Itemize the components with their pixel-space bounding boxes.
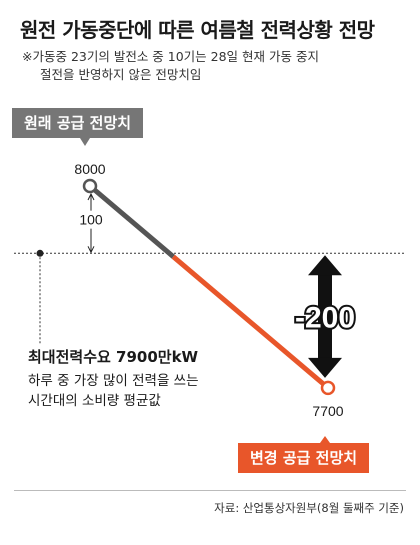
gap-200-arrow-head-top — [308, 255, 342, 276]
demand-legend-title: 최대전력수요 7900만kW — [28, 348, 199, 366]
demand-legend-desc-2: 시간대의 소비량 평균값 — [28, 393, 161, 409]
revised-supply-point — [320, 380, 336, 396]
gap-200-label: -200 — [295, 302, 355, 335]
original-value-label: 8000 — [74, 161, 105, 177]
supply-line-revised-segment — [171, 254, 330, 390]
revised-value-label: 7700 — [312, 403, 343, 419]
gap-100-label-bg — [75, 210, 107, 229]
gap-200-arrow-head-bottom — [308, 357, 342, 378]
note-line-2: 절전을 반영하지 않은 전망치임 — [40, 67, 202, 82]
supply-line-original-segment — [88, 184, 175, 259]
demand-legend-desc-1: 하루 중 가장 많이 전력을 쓰는 — [28, 373, 199, 389]
source-note: 자료: 산업통상자원부(8월 둘째주 기준) — [214, 501, 404, 515]
note-line-1: ※가동중 23기의 발전소 중 10기는 28일 현재 가동 중지 — [22, 49, 319, 64]
original-supply-point — [82, 178, 98, 194]
gap-200-arrow-shaft — [318, 271, 332, 362]
chart-title: 원전 가동중단에 따른 여름철 전력상황 전망 — [20, 18, 375, 42]
demand-marker-dot — [36, 249, 44, 257]
chart-group: 8000 7700 100 -200 — [14, 138, 406, 443]
gap-100-label: 100 — [79, 212, 103, 228]
chart-note: ※가동중 23기의 발전소 중 10기는 28일 현재 가동 중지 절전을 반영… — [22, 48, 319, 84]
original-callout-pointer — [80, 138, 90, 146]
revised-callout-pointer — [320, 436, 330, 443]
original-supply-callout: 원래 공급 전망치 — [12, 108, 144, 138]
revised-supply-callout: 변경 공급 전망치 — [238, 443, 370, 473]
gap-100-arrow-head-bottom — [87, 246, 95, 254]
demand-legend: 최대전력수요 7900만kW 하루 중 가장 많이 전력을 쓰는 시간대의 소비… — [28, 347, 199, 411]
gap-100-arrow-head-top — [87, 192, 95, 201]
footer-divider — [14, 490, 406, 491]
